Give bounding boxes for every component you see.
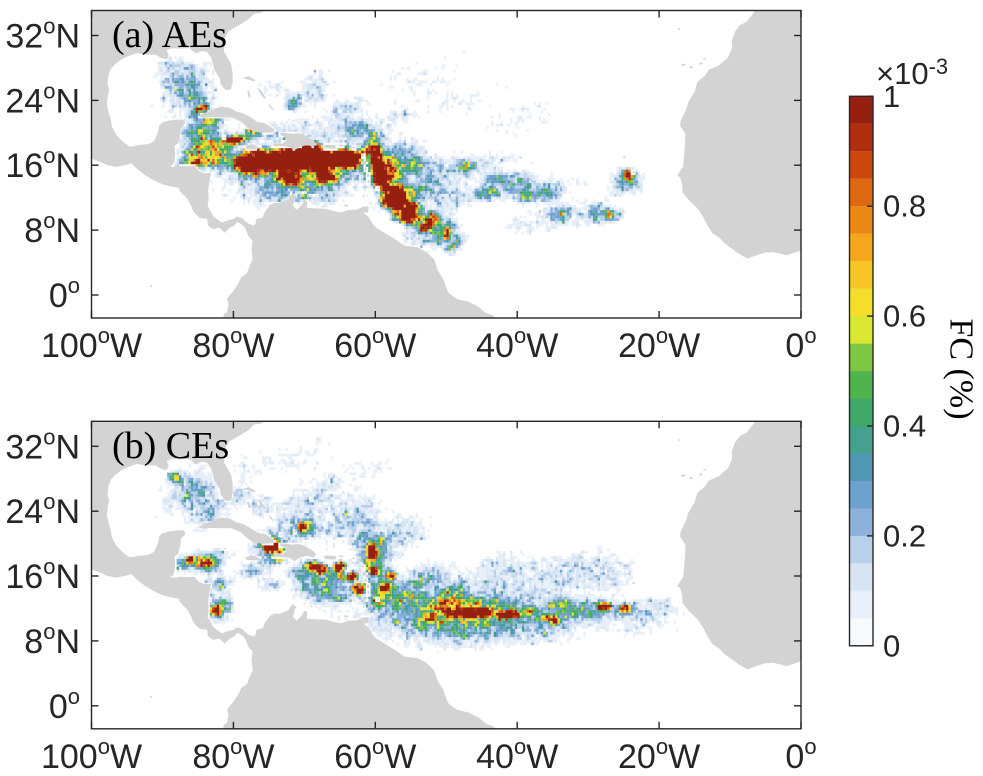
svg-text:32oN: 32oN: [5, 424, 80, 466]
svg-text:100oW: 100oW: [41, 323, 142, 365]
svg-text:0: 0: [883, 628, 900, 663]
svg-text:20oW: 20oW: [618, 734, 700, 776]
svg-text:FC (%): FC (%): [943, 318, 980, 419]
svg-text:(b) CEs: (b) CEs: [112, 425, 229, 467]
svg-text:24oN: 24oN: [5, 78, 80, 120]
svg-text:(a) AEs: (a) AEs: [112, 14, 227, 56]
svg-text:16oN: 16oN: [5, 143, 80, 185]
svg-text:16oN: 16oN: [5, 554, 80, 596]
svg-text:0.6: 0.6: [883, 299, 926, 334]
svg-text:0.2: 0.2: [883, 518, 926, 553]
svg-text:100oW: 100oW: [41, 734, 142, 776]
svg-text:0.4: 0.4: [883, 409, 926, 444]
svg-text:32oN: 32oN: [5, 14, 80, 56]
svg-text:0.8: 0.8: [883, 189, 926, 224]
svg-text:8oN: 8oN: [24, 208, 80, 250]
svg-text:1: 1: [883, 79, 900, 114]
svg-text:24oN: 24oN: [5, 489, 80, 531]
